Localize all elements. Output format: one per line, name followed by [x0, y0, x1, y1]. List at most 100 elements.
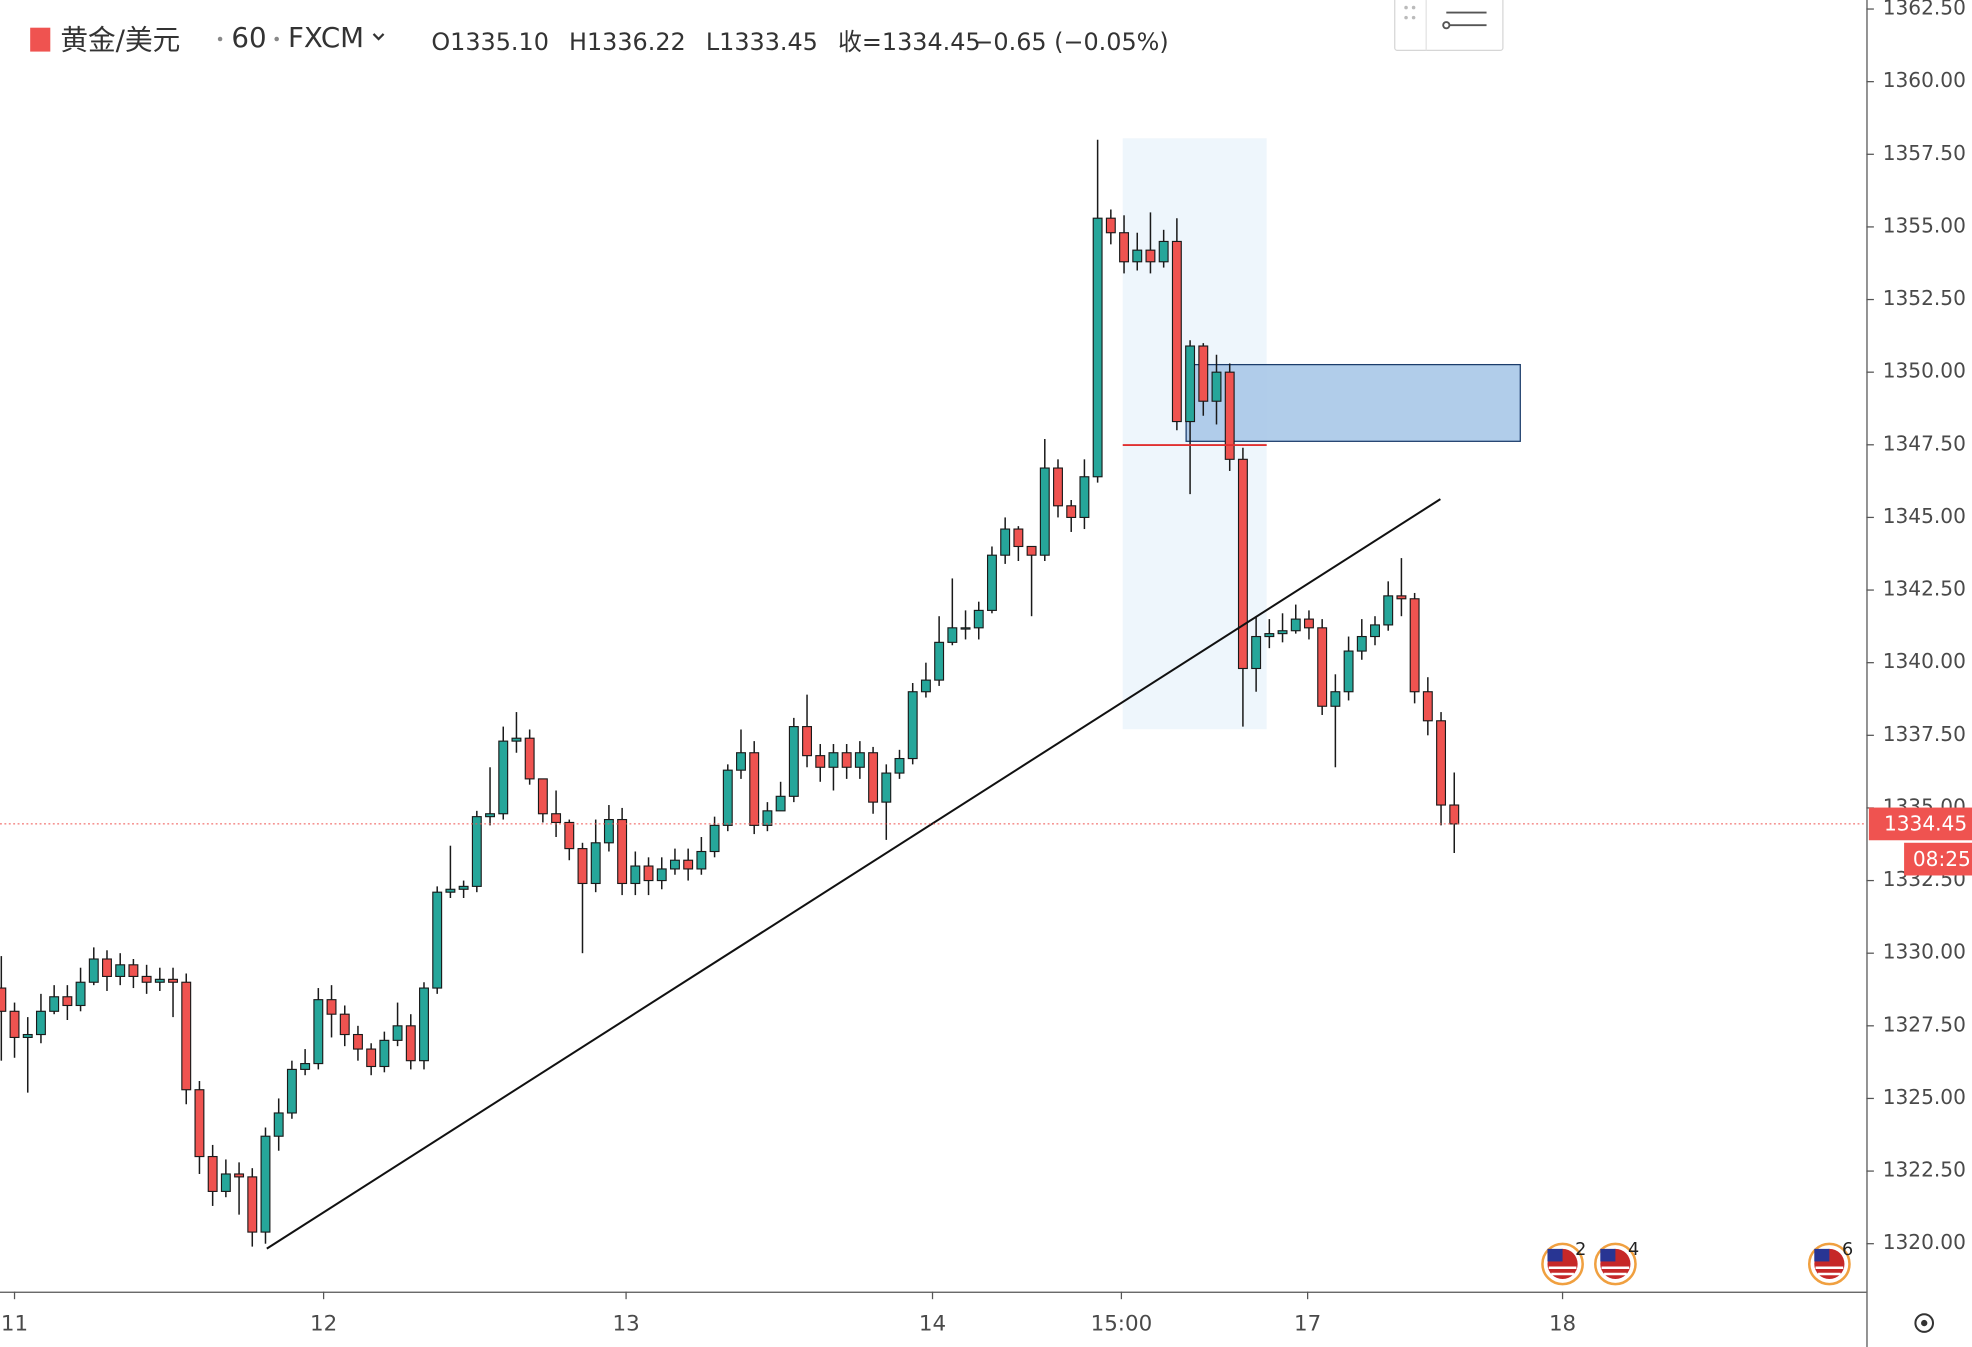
candle-body: [1053, 467, 1063, 507]
candle-body: [537, 778, 548, 815]
candle-body: [1343, 650, 1354, 693]
candle-body: [300, 1063, 311, 1070]
ohlc-item: H1336.22: [569, 28, 686, 56]
ohlc-item: O1335.10: [431, 28, 549, 56]
candle-body: [326, 999, 337, 1015]
ohlc-value: 1333.45: [719, 28, 818, 56]
candle-body: [339, 1013, 350, 1036]
plot-area: [0, 138, 1867, 1250]
candle-body: [828, 752, 839, 768]
symbol[interactable]: 黄金/美元: [60, 24, 180, 57]
candle-body: [102, 958, 112, 977]
candle-body: [1303, 618, 1314, 629]
candle-body: [128, 964, 139, 977]
y-tick-label: 1330.00: [1883, 940, 1966, 964]
candle-body: [247, 1176, 258, 1233]
candle-body: [1264, 633, 1275, 638]
candle-body: [603, 818, 614, 844]
candle-body: [1000, 528, 1011, 556]
x-tick-label: 12: [310, 1311, 337, 1336]
event-count: 6: [1842, 1240, 1853, 1260]
candle-body: [115, 964, 126, 977]
candle-body: [617, 818, 628, 885]
candle-body: [154, 978, 165, 983]
candle-body: [313, 999, 324, 1065]
drawing-toolbar[interactable]: [1394, 0, 1504, 51]
ohlc-label: L: [706, 28, 720, 56]
candle-body: [1356, 635, 1367, 652]
last-price-box: [1868, 807, 1972, 841]
candle-body: [775, 795, 786, 812]
candle-body: [1013, 528, 1024, 548]
candle-body: [1026, 545, 1037, 556]
candle-body: [511, 737, 522, 742]
candle-body: [1251, 635, 1262, 670]
candle-body: [379, 1039, 390, 1068]
countdown-box: [1904, 842, 1972, 876]
settings-button[interactable]: [1914, 1313, 1935, 1333]
y-tick-label: 1337.50: [1883, 722, 1966, 746]
candle-body: [62, 996, 73, 1007]
candle-body: [577, 848, 588, 885]
separator: [217, 36, 223, 42]
candle-body: [815, 755, 826, 768]
candle-body: [1039, 467, 1050, 556]
last-price-label: 1334.45: [1884, 812, 1967, 836]
candle-body: [181, 981, 192, 1091]
candle-body: [49, 996, 60, 1012]
candle-body: [1436, 720, 1447, 806]
y-tick-label: 1340.00: [1883, 649, 1966, 673]
event-badge[interactable]: 4: [1594, 1240, 1639, 1286]
settings-gear[interactable]: [1914, 1313, 1935, 1333]
event-badge[interactable]: 2: [1541, 1240, 1586, 1286]
candle-body: [1211, 371, 1222, 402]
candle-body: [1237, 458, 1248, 670]
candle-body: [1330, 691, 1341, 707]
y-tick-label: 1345.00: [1883, 504, 1966, 528]
candle-body: [445, 888, 456, 893]
candle-body: [234, 1173, 245, 1178]
x-tick-label: 18: [1549, 1311, 1576, 1336]
candle-body: [1145, 249, 1156, 263]
y-tick-label: 1352.50: [1883, 286, 1966, 310]
settings-gear-hub: [1921, 1319, 1928, 1327]
candle-body: [709, 824, 720, 853]
y-tick-label: 1360.00: [1883, 68, 1966, 92]
interval[interactable]: 60: [231, 21, 266, 54]
candle-body: [907, 691, 918, 760]
y-tick-label: 1362.50: [1883, 0, 1966, 20]
candle-body: [524, 737, 535, 780]
candle-body: [986, 554, 997, 611]
y-tick-label: 1357.50: [1883, 141, 1966, 165]
candle-body: [1224, 371, 1235, 460]
event-flag-canton: [1814, 1248, 1830, 1262]
exchange[interactable]: FXCM: [288, 21, 364, 54]
candle-body: [1396, 595, 1407, 600]
candle-body: [286, 1068, 297, 1114]
candle-body: [458, 885, 469, 890]
candle-body: [168, 978, 178, 983]
ohlc-values: O1335.10 H1336.22 L1333.45 收=1334.45: [431, 28, 980, 56]
event-count: 2: [1575, 1240, 1586, 1260]
event-badge[interactable]: 6: [1807, 1240, 1853, 1286]
x-tick-label: 14: [919, 1311, 946, 1336]
candle-body: [9, 1010, 20, 1039]
candle-body: [947, 627, 958, 643]
ohlc-label: H: [569, 28, 587, 56]
event-flag-canton: [1547, 1248, 1563, 1262]
candle-body: [722, 769, 733, 826]
candle-body: [1317, 627, 1328, 707]
candle-body: [643, 865, 654, 882]
candle-body: [1079, 476, 1090, 518]
x-tick-label: 17: [1294, 1311, 1321, 1336]
dropdown-chevron[interactable]: [372, 33, 385, 41]
candle-body: [498, 740, 509, 815]
candle-body: [352, 1033, 363, 1050]
y-tick-label: 1342.50: [1883, 577, 1966, 601]
candle-body: [207, 1155, 218, 1192]
candle-body: [1105, 217, 1116, 234]
zone-rectangle: [1185, 363, 1521, 442]
